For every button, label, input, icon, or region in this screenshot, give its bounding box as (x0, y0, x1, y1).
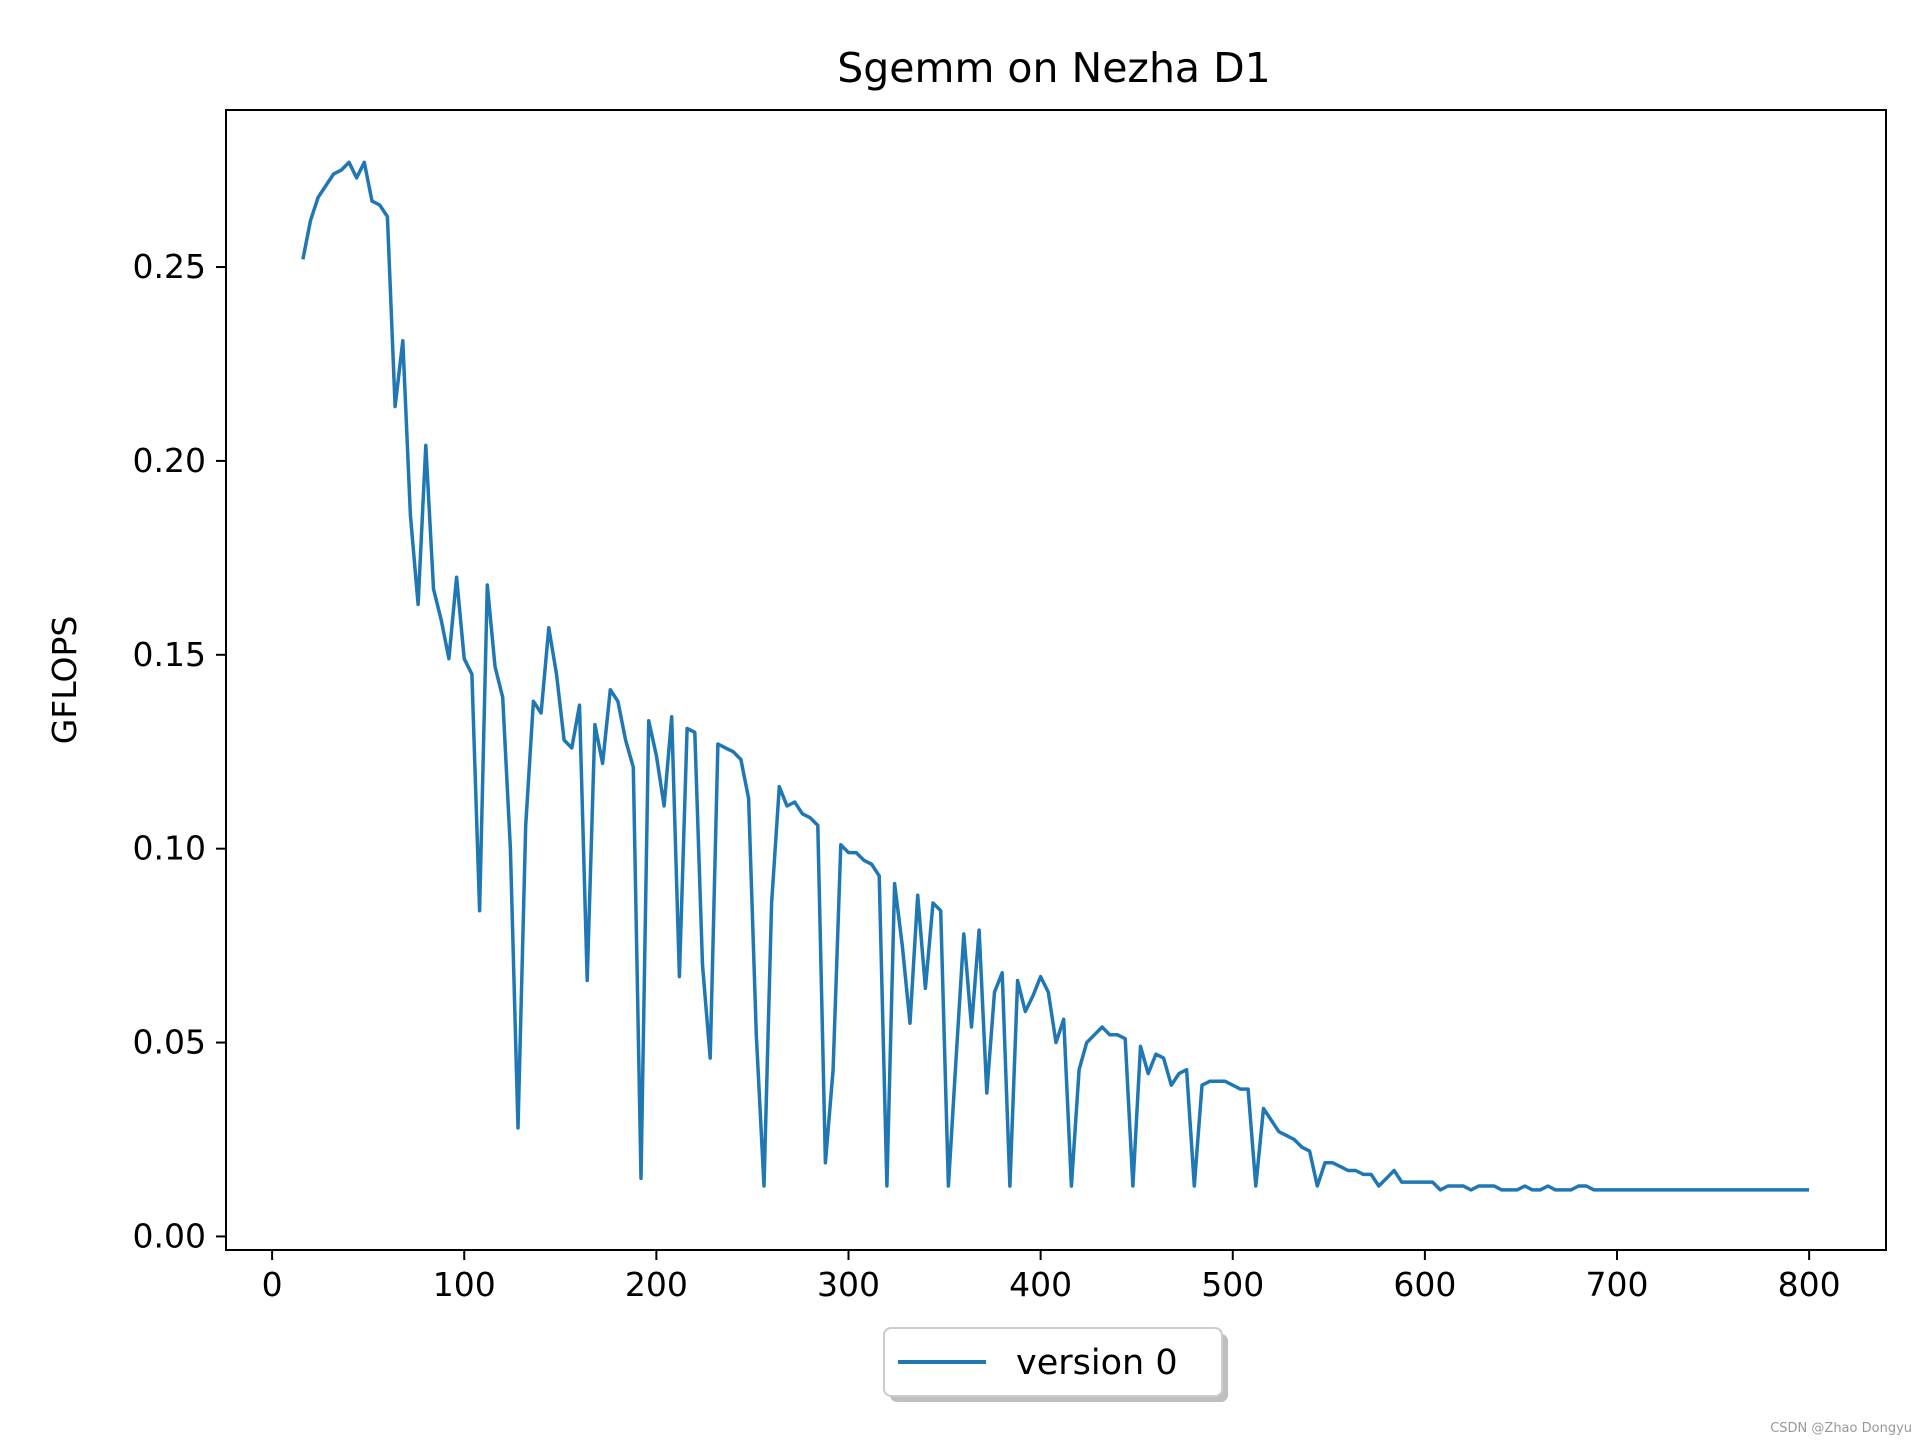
legend-box (883, 1327, 1223, 1397)
x-tick-label: 300 (817, 1265, 880, 1304)
y-axis: 0.00 0.05 0.10 0.15 0.20 0.25 (133, 247, 226, 1255)
watermark: CSDN @Zhao Dongyu (1770, 1421, 1912, 1436)
y-tick-label: 0.10 (133, 829, 206, 868)
y-tick-label: 0.20 (133, 441, 206, 480)
x-tick-label: 800 (1778, 1265, 1841, 1304)
series-line-version-0 (301, 160, 1810, 1192)
x-tick-label: 100 (433, 1265, 496, 1304)
x-tick-label: 500 (1201, 1265, 1264, 1304)
chart-title: Sgemm on Nezha D1 (837, 44, 1271, 92)
legend-label-version-0: version 0 (1016, 1343, 1178, 1383)
x-tick-label: 0 (262, 1265, 283, 1304)
y-tick-label: 0.25 (133, 247, 206, 286)
x-tick-label: 400 (1009, 1265, 1072, 1304)
x-tick-label: 700 (1586, 1265, 1649, 1304)
x-tick-label: 600 (1393, 1265, 1456, 1304)
x-tick-label: 200 (625, 1265, 688, 1304)
plot-area (225, 109, 1887, 1251)
y-axis-title: GFLOPS (45, 616, 84, 745)
y-tick-label: 0.15 (133, 635, 206, 674)
legend: version 0 (883, 1327, 1228, 1402)
y-tick-label: 0.00 (133, 1216, 206, 1255)
y-tick-label: 0.05 (133, 1023, 206, 1062)
x-axis: 0 100 200 300 400 500 600 700 800 (262, 1250, 1841, 1304)
series-layer (301, 160, 1810, 1192)
